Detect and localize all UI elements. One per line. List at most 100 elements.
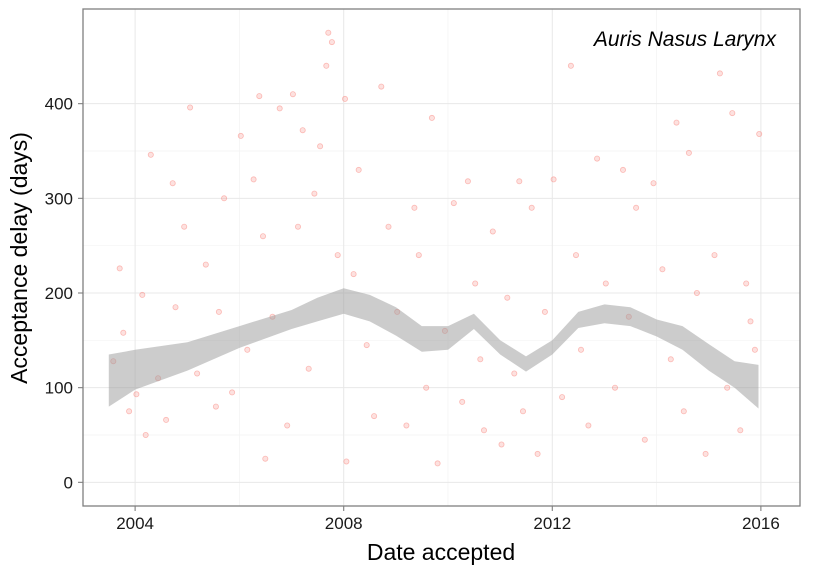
data-point [355,166,362,173]
data-point [244,346,251,353]
x-tick-label: 2012 [533,514,571,533]
data-point [250,176,257,183]
data-point [181,223,188,230]
data-point [221,195,228,202]
data-point [541,308,548,315]
data-point [229,389,236,396]
x-tick-label: 2016 [742,514,780,533]
data-point [237,132,244,139]
data-point [534,450,541,457]
data-point [620,166,627,173]
data-point [187,104,194,111]
data-point [585,422,592,429]
data-point [120,329,127,336]
data-point [520,408,527,415]
data-point [573,252,580,259]
data-point [650,180,657,187]
data-point [472,280,479,287]
data-point [450,200,457,207]
data-point [323,62,330,69]
data-point [311,190,318,197]
data-point [276,105,283,112]
confidence-band-layer [108,288,759,409]
data-point [202,261,209,268]
data-point [163,416,170,423]
data-point [256,93,263,100]
data-point [594,155,601,162]
data-point [317,143,324,150]
data-point [423,384,430,391]
data-point [516,178,523,185]
confidence-band [108,288,759,409]
data-point [194,370,201,377]
data-point [363,342,370,349]
data-point [341,95,348,102]
data-point [294,223,301,230]
data-point [504,294,511,301]
data-point [667,356,674,363]
data-point [371,413,378,420]
data-point [528,204,535,211]
data-point [459,398,466,405]
data-point [299,127,306,134]
data-point [633,204,640,211]
data-point [737,427,744,434]
data-point [343,458,350,465]
data-point [428,114,435,121]
data-point [612,384,619,391]
data-point [116,265,123,272]
data-point [756,130,763,137]
data-point [693,289,700,296]
data-point [567,62,574,69]
grid-layer [83,9,800,506]
data-point [641,436,648,443]
data-point [142,431,149,438]
data-point [328,39,335,46]
data-point [262,455,269,462]
data-point [747,318,754,325]
data-point [711,252,718,259]
data-point [350,271,357,278]
data-point [215,308,222,315]
data-point [126,408,133,415]
y-axis-title: Acceptance delay (days) [6,132,32,384]
x-tick-label: 2004 [116,514,154,533]
data-point [680,408,687,415]
data-point [147,151,154,158]
data-point [284,422,291,429]
data-point [378,83,385,90]
data-point [172,304,179,311]
data-point [673,119,680,126]
data-point [305,365,312,372]
data-point [498,441,505,448]
data-point [139,291,146,298]
data-point [169,180,176,187]
data-point [133,391,140,398]
data-point [716,70,723,77]
data-point [477,356,484,363]
data-point [685,149,692,156]
data-point [729,110,736,117]
data-point [659,266,666,273]
y-tick-label: 400 [45,95,73,114]
data-point [415,252,422,259]
data-point [578,346,585,353]
data-point [403,422,410,429]
y-tick-label: 200 [45,284,73,303]
data-point [489,228,496,235]
data-point [480,427,487,434]
data-point [385,223,392,230]
data-point [751,346,758,353]
data-point [511,370,518,377]
data-point [602,280,609,287]
data-point [464,178,471,185]
data-point [724,384,731,391]
data-point [325,29,332,36]
data-point [259,233,266,240]
data-point [743,280,750,287]
plot-panel-border [82,8,801,507]
data-point [334,252,341,259]
x-axis-title: Date accepted [367,539,515,565]
data-point [559,394,566,401]
